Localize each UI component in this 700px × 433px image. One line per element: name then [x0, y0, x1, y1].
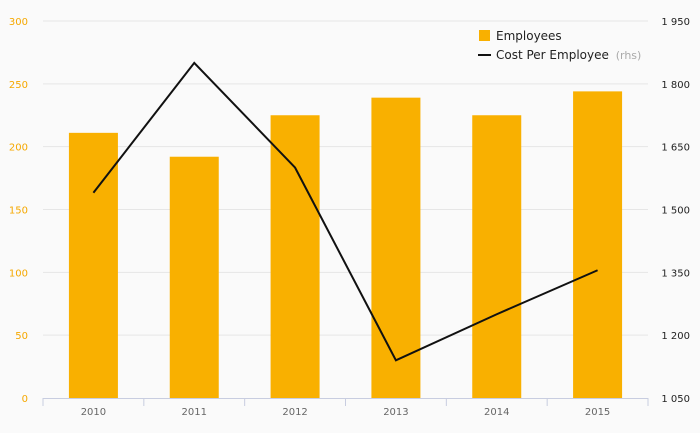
right-tick-label: 1 500 [661, 206, 690, 217]
right-axis-ticks: 1 050 1 200 1 350 1 500 1 650 1 800 1 950 [661, 17, 690, 405]
legend-swatch-employees [479, 30, 490, 41]
right-tick-label: 1 950 [661, 17, 690, 28]
legend: Employees Cost Per Employee (rhs) [478, 29, 641, 62]
bar-2010 [68, 132, 118, 399]
legend-label-employees: Employees [496, 29, 562, 43]
legend-label-rhs-suffix: (rhs) [616, 49, 642, 62]
line-series-cost-per-employee [92, 61, 598, 362]
legend-label-cost-per-employee: Cost Per Employee (rhs) [496, 48, 641, 62]
right-tick-label: 1 200 [661, 331, 690, 342]
left-axis-ticks: 0 50 100 150 200 250 300 [9, 17, 28, 405]
left-tick-label: 0 [22, 394, 28, 405]
bar-2011 [169, 156, 219, 398]
x-tick-label: 2014 [484, 407, 509, 418]
bar-2015 [573, 91, 623, 398]
right-tick-label: 1 050 [661, 394, 690, 405]
right-tick-label: 1 350 [661, 268, 690, 279]
x-tick-label: 2013 [383, 407, 408, 418]
x-tick-label: 2010 [81, 407, 106, 418]
right-tick-label: 1 650 [661, 143, 690, 154]
right-tick-label: 1 800 [661, 80, 690, 91]
left-tick-label: 50 [15, 331, 28, 342]
bar-2012 [270, 115, 320, 398]
left-tick-label: 150 [9, 206, 28, 217]
gridlines [43, 20, 648, 336]
legend-label-cost-per-employee-name: Cost Per Employee [496, 48, 609, 62]
x-axis-ticks: 2010 2011 2012 2013 2014 2015 [42, 398, 649, 418]
left-tick-label: 200 [9, 143, 28, 154]
bar-series-employees [68, 91, 623, 399]
left-tick-label: 100 [9, 268, 28, 279]
x-tick-label: 2015 [585, 407, 610, 418]
bar-2013 [371, 97, 421, 398]
x-tick-label: 2012 [282, 407, 307, 418]
left-tick-label: 250 [9, 80, 28, 91]
x-tick-label: 2011 [182, 407, 207, 418]
left-tick-label: 300 [9, 17, 28, 28]
bar-2014 [472, 115, 522, 398]
